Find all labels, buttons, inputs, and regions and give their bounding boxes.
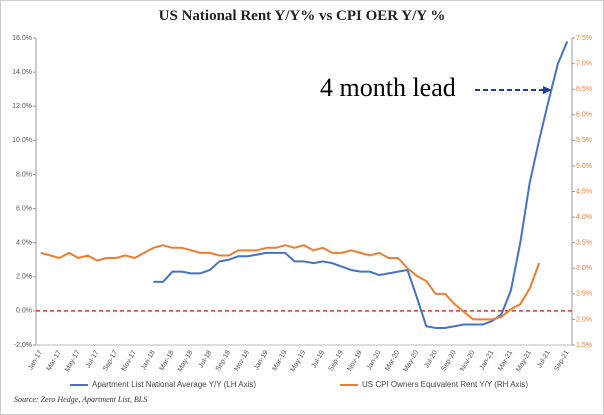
legend-label: Apartment List National Average Y/Y (LH …: [92, 380, 256, 389]
y-tick-label: 10.0%: [12, 137, 32, 144]
y2-tick-label: 7.5%: [576, 35, 592, 42]
y-tick-label: 14.0%: [12, 69, 32, 76]
y2-tick-label: 5.0%: [576, 163, 592, 170]
y-tick-label: 2.0%: [16, 274, 32, 281]
y2-tick-label: 1.5%: [576, 342, 592, 349]
y2-tick-label: 2.0%: [576, 316, 592, 323]
y-tick-label: -2.0%: [14, 342, 32, 349]
y-tick-label: 8.0%: [16, 171, 32, 178]
y2-tick-label: 4.5%: [576, 188, 592, 195]
y-tick-label: 0.0%: [16, 308, 32, 315]
y-tick-label: 4.0%: [16, 240, 32, 247]
y-tick-label: 6.0%: [16, 205, 32, 212]
annotation-arrowhead: [543, 86, 552, 94]
source: Source: Zero Hedge, Apartment List, BLS: [14, 395, 147, 404]
chart-title: US National Rent Y/Y% vs CPI OER Y/Y %: [159, 8, 446, 24]
y-tick-label: 16.0%: [12, 35, 32, 42]
y2-tick-label: 6.0%: [576, 112, 592, 119]
legend-label: US CPI Owners Equivalent Rent Y/Y (RH Ax…: [362, 380, 528, 389]
annotation: 4 month lead: [320, 73, 456, 102]
series-line: [40, 244, 541, 321]
series-line: [153, 41, 569, 329]
y2-tick-label: 5.5%: [576, 137, 592, 144]
y2-tick-label: 4.0%: [576, 214, 592, 221]
y2-tick-label: 2.5%: [576, 291, 592, 298]
y2-tick-label: 3.0%: [576, 265, 592, 272]
y2-tick-label: 7.0%: [576, 60, 592, 67]
y-tick-label: 12.0%: [12, 103, 32, 110]
y2-tick-label: 6.5%: [576, 86, 592, 93]
y2-tick-label: 3.5%: [576, 240, 592, 247]
